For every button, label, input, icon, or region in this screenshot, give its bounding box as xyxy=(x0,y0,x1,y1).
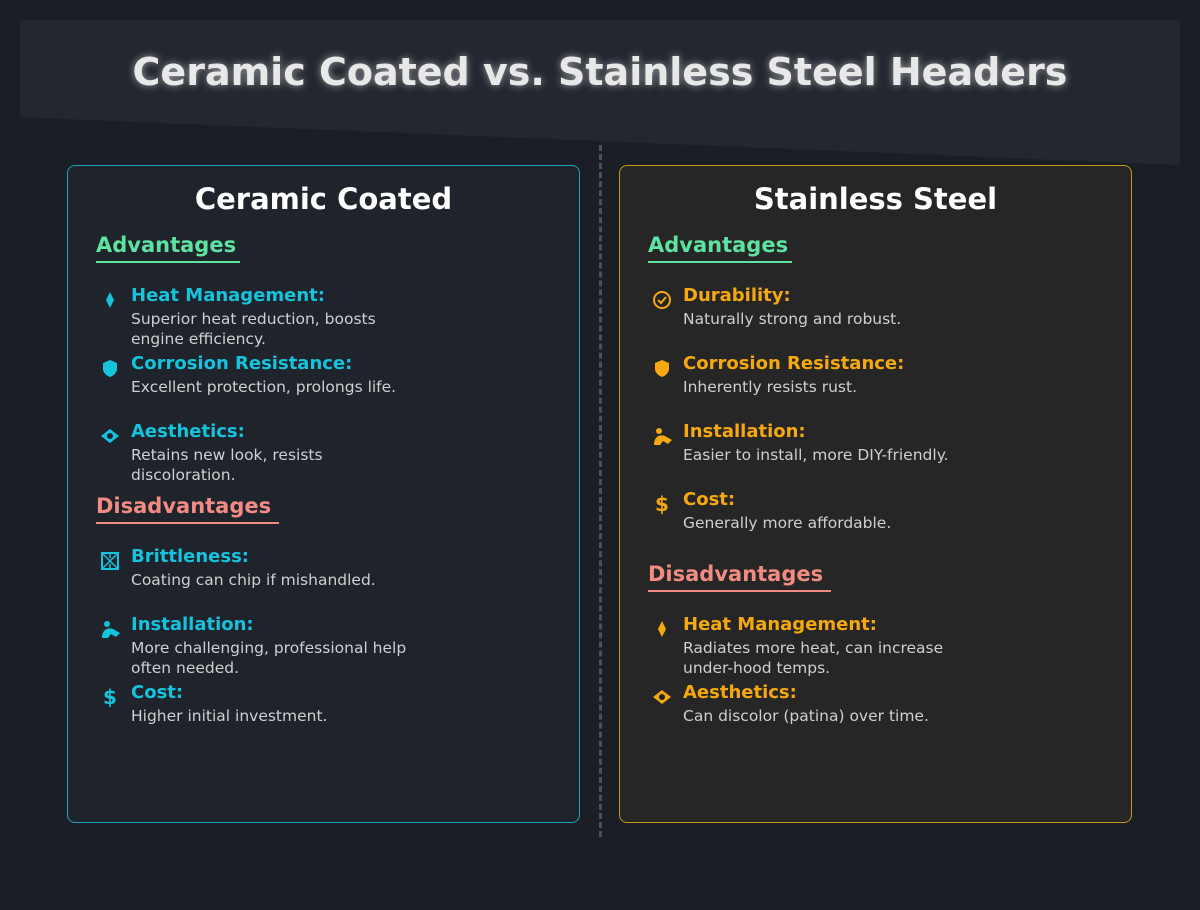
item-description: Can discolor (patina) over time. xyxy=(683,707,929,725)
stainless-card: Stainless Steel Advantages Durability: N… xyxy=(619,165,1132,823)
advantages-heading: Advantages xyxy=(648,230,793,263)
disadvantages-heading: Disadvantages xyxy=(96,491,280,524)
broken-box-icon xyxy=(101,552,119,570)
dollar-icon: $ xyxy=(103,686,117,708)
check-circle-icon xyxy=(653,291,671,309)
item-title: Cost: xyxy=(131,682,184,703)
divider xyxy=(599,145,602,837)
item-title: Installation: xyxy=(683,421,806,442)
list-item: $ Cost: Generally more affordable. xyxy=(648,489,1103,557)
item-title: Installation: xyxy=(131,614,254,635)
disadvantages-heading: Disadvantages xyxy=(648,559,832,592)
item-title: Heat Management: xyxy=(131,285,325,306)
advantages-heading: Advantages xyxy=(96,230,241,263)
list-item: Heat Management: Radiates more heat, can… xyxy=(648,614,1103,682)
worker-icon xyxy=(102,621,120,638)
list-item: Installation: Easier to install, more DI… xyxy=(648,421,1103,489)
shield-icon xyxy=(103,360,117,377)
item-title: Brittleness: xyxy=(131,546,250,567)
item-title: Aesthetics: xyxy=(131,421,245,442)
list-item: Corrosion Resistance: Excellent protecti… xyxy=(96,353,551,421)
dollar-icon: $ xyxy=(655,493,669,515)
svg-text:$: $ xyxy=(103,686,117,708)
item-description: Excellent protection, prolongs life. xyxy=(131,378,397,396)
list-item: Durability: Naturally strong and robust. xyxy=(648,285,1103,353)
item-description: Superior heat reduction, boosts engine e… xyxy=(131,310,376,348)
item-description: Radiates more heat, can increase under-h… xyxy=(683,639,944,677)
item-title: Cost: xyxy=(683,489,736,510)
card-title: Stainless Steel xyxy=(753,182,998,216)
item-description: Higher initial investment. xyxy=(131,707,328,725)
list-item: Installation: More challenging, professi… xyxy=(96,614,551,682)
flame-icon xyxy=(106,292,114,308)
item-title: Corrosion Resistance: xyxy=(683,353,905,374)
list-item: Aesthetics: Retains new look, resists di… xyxy=(96,421,551,489)
page-title: Ceramic Coated vs. Stainless Steel Heade… xyxy=(132,50,1068,94)
ceramic-card: Ceramic Coated Advantages Heat Managemen… xyxy=(67,165,580,823)
list-item: Corrosion Resistance: Inherently resists… xyxy=(648,353,1103,421)
list-item: Aesthetics: Can discolor (patina) over t… xyxy=(648,682,1103,750)
item-title: Aesthetics: xyxy=(683,682,797,703)
list-item: Brittleness: Coating can chip if mishand… xyxy=(96,546,551,614)
shield-icon xyxy=(655,360,669,377)
svg-text:$: $ xyxy=(655,493,669,515)
item-title: Corrosion Resistance: xyxy=(131,353,353,374)
list-item: $ Cost: Higher initial investment. xyxy=(96,682,551,750)
item-description: Generally more affordable. xyxy=(683,514,892,532)
item-description: Naturally strong and robust. xyxy=(683,310,902,328)
flame-icon xyxy=(658,621,666,637)
eye-icon xyxy=(101,429,119,443)
item-description: Easier to install, more DIY-friendly. xyxy=(683,446,949,464)
card-title: Ceramic Coated xyxy=(194,182,453,216)
item-description: Coating can chip if mishandled. xyxy=(131,571,376,589)
list-item: Heat Management: Superior heat reduction… xyxy=(96,285,551,353)
item-description: Inherently resists rust. xyxy=(683,378,858,396)
item-description: Retains new look, resists discoloration. xyxy=(131,446,323,484)
eye-icon xyxy=(653,690,671,704)
item-title: Durability: xyxy=(683,285,791,306)
item-title: Heat Management: xyxy=(683,614,877,635)
item-description: More challenging, professional help ofte… xyxy=(131,639,407,677)
worker-icon xyxy=(654,428,672,445)
